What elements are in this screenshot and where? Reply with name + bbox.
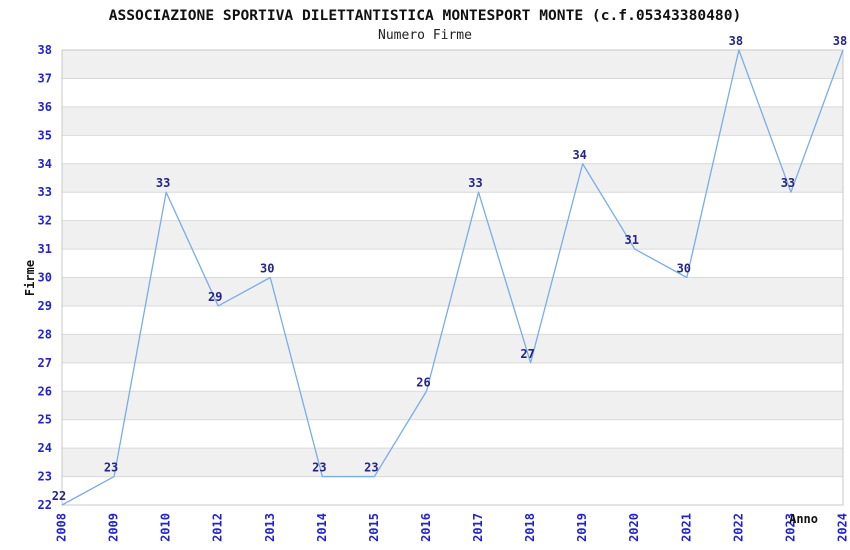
plot-band <box>62 391 843 420</box>
y-tick-label: 30 <box>38 271 52 285</box>
x-tick-label: 2009 <box>107 513 121 542</box>
x-tick-label: 2019 <box>575 513 589 542</box>
x-tick-label: 2013 <box>263 513 277 542</box>
plot-band <box>62 192 843 221</box>
x-tick-label: 2024 <box>836 513 850 542</box>
y-tick-label: 22 <box>38 498 52 512</box>
value-label: 38 <box>729 34 743 48</box>
y-tick-label: 24 <box>38 441 52 455</box>
value-label: 27 <box>520 347 534 361</box>
x-tick-label: 2015 <box>367 513 381 542</box>
plot-band <box>62 334 843 363</box>
x-tick-label: 2022 <box>731 513 745 542</box>
value-label: 29 <box>208 290 222 304</box>
y-tick-label: 31 <box>38 242 52 256</box>
data-line <box>61 49 844 506</box>
x-tick-label: 2017 <box>471 513 485 542</box>
value-label: 38 <box>833 34 847 48</box>
x-tick-label: 2021 <box>679 513 693 542</box>
y-tick-label: 37 <box>38 71 52 85</box>
value-label: 34 <box>572 148 586 162</box>
value-label: 33 <box>468 176 482 190</box>
plot-band <box>62 50 843 79</box>
plot-band <box>62 135 843 164</box>
x-tick-label: 2020 <box>627 513 641 542</box>
x-tick-label: 2023 <box>783 513 797 542</box>
value-label: 23 <box>104 461 118 475</box>
plot-band <box>62 249 843 278</box>
y-tick-label: 36 <box>38 100 52 114</box>
plot-band <box>62 362 843 392</box>
y-tick-label: 34 <box>38 157 52 171</box>
value-label: 30 <box>260 262 274 276</box>
value-label: 33 <box>156 176 170 190</box>
plot-band <box>62 448 843 477</box>
value-label: 23 <box>364 461 378 475</box>
value-label: 31 <box>625 233 639 247</box>
plot-band <box>62 163 843 193</box>
plot-band <box>62 106 843 136</box>
x-tick-label: 2018 <box>523 513 537 542</box>
plot-band <box>62 78 843 107</box>
value-label: 26 <box>416 375 430 389</box>
plot-band <box>62 220 843 250</box>
x-tick-label: 2016 <box>419 513 433 542</box>
y-tick-label: 33 <box>38 185 52 199</box>
plot-band <box>62 419 843 449</box>
value-label: 30 <box>677 262 691 276</box>
y-tick-label: 25 <box>38 413 52 427</box>
plot-border <box>61 49 844 506</box>
x-tick-label: 2008 <box>55 513 69 542</box>
value-label: 23 <box>312 461 326 475</box>
y-tick-label: 35 <box>38 128 52 142</box>
value-label: 22 <box>52 489 66 503</box>
x-axis-title: Anno <box>789 512 818 526</box>
y-tick-label: 23 <box>38 470 52 484</box>
plot-band <box>62 476 843 505</box>
value-label: 33 <box>781 176 795 190</box>
y-tick-label: 27 <box>38 356 52 370</box>
plot-band <box>62 305 843 335</box>
x-tick-label: 2012 <box>211 513 225 542</box>
y-tick-label: 26 <box>38 384 52 398</box>
chart-subtitle: Numero Firme <box>378 28 472 43</box>
y-tick-label: 32 <box>38 214 52 228</box>
y-tick-label: 28 <box>38 327 52 341</box>
x-tick-label: 2014 <box>315 513 329 542</box>
y-tick-label: 29 <box>38 299 52 313</box>
chart-title: ASSOCIAZIONE SPORTIVA DILETTANTISTICA MO… <box>108 7 742 24</box>
y-tick-label: 38 <box>38 43 52 57</box>
x-tick-label: 2010 <box>159 513 173 542</box>
y-axis-title: Firme <box>23 260 37 296</box>
